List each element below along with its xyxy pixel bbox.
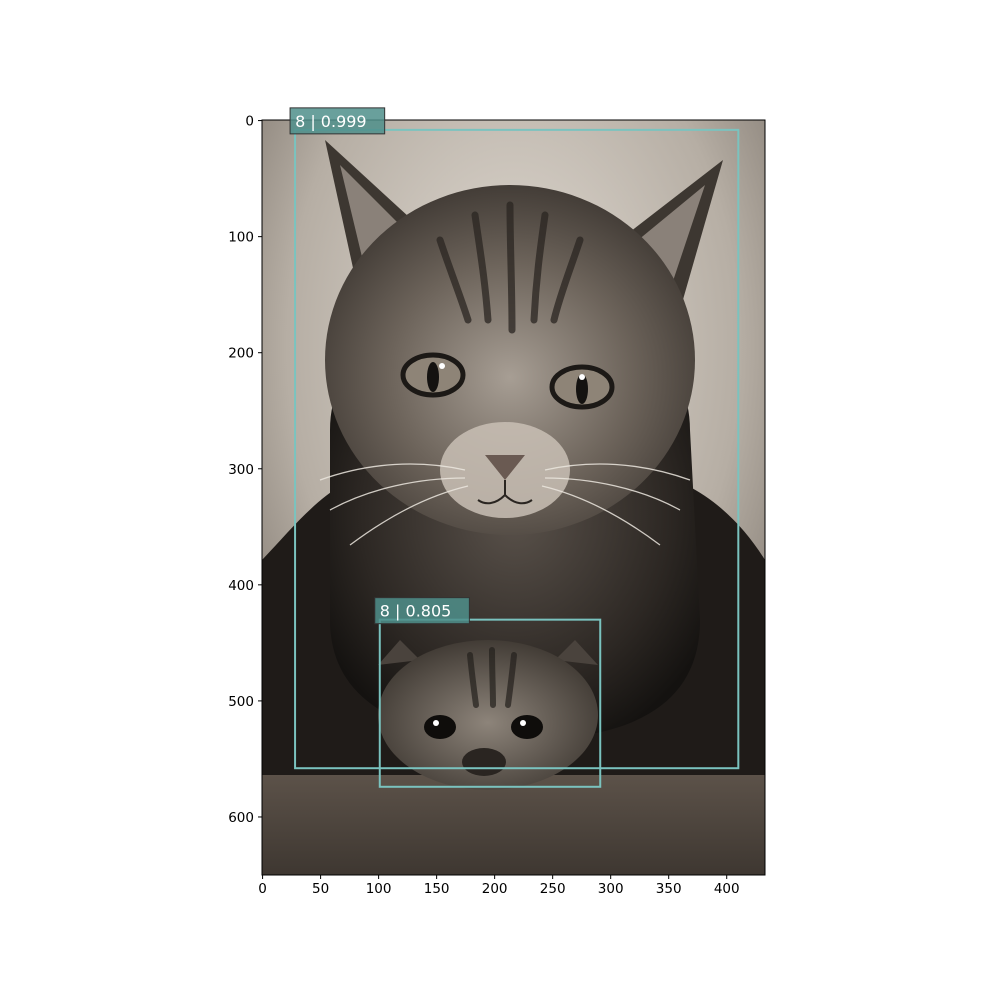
y-tick-label: 200 xyxy=(228,346,254,362)
bounding-box xyxy=(294,128,740,770)
detection-label-bg xyxy=(374,597,470,625)
x-tick-label: 300 xyxy=(598,881,624,897)
y-axis: 0 100 200 300 400 500 600 xyxy=(228,114,262,826)
detection-1: 8 | 0.805 xyxy=(374,597,602,788)
y-tick-label: 100 xyxy=(228,230,254,246)
image-frame xyxy=(261,119,766,876)
detection-0: 8 | 0.999 xyxy=(289,107,740,770)
x-tick-label: 350 xyxy=(656,881,682,897)
x-axis: 0 50 100 150 200 250 300 350 400 xyxy=(258,875,740,897)
x-tick-label: 150 xyxy=(424,881,450,897)
x-tick-label: 250 xyxy=(540,881,566,897)
bounding-box xyxy=(378,618,602,788)
detection-layer: 8 | 0.999 8 | 0.805 xyxy=(289,107,740,788)
x-tick-label: 0 xyxy=(258,881,267,897)
x-tick-label: 100 xyxy=(366,881,392,897)
y-tick-label: 600 xyxy=(228,810,254,826)
detection-label: 8 | 0.999 xyxy=(295,112,367,131)
cat-photo xyxy=(262,120,765,875)
detection-label-bg xyxy=(289,107,386,135)
detection-label: 8 | 0.805 xyxy=(380,602,452,621)
y-tick-label: 500 xyxy=(228,694,254,710)
x-tick-label: 400 xyxy=(714,881,740,897)
y-tick-label: 0 xyxy=(245,114,254,130)
x-tick-label: 200 xyxy=(482,881,508,897)
y-tick-label: 400 xyxy=(228,578,254,594)
y-tick-label: 300 xyxy=(228,462,254,478)
x-tick-label: 50 xyxy=(312,881,329,897)
